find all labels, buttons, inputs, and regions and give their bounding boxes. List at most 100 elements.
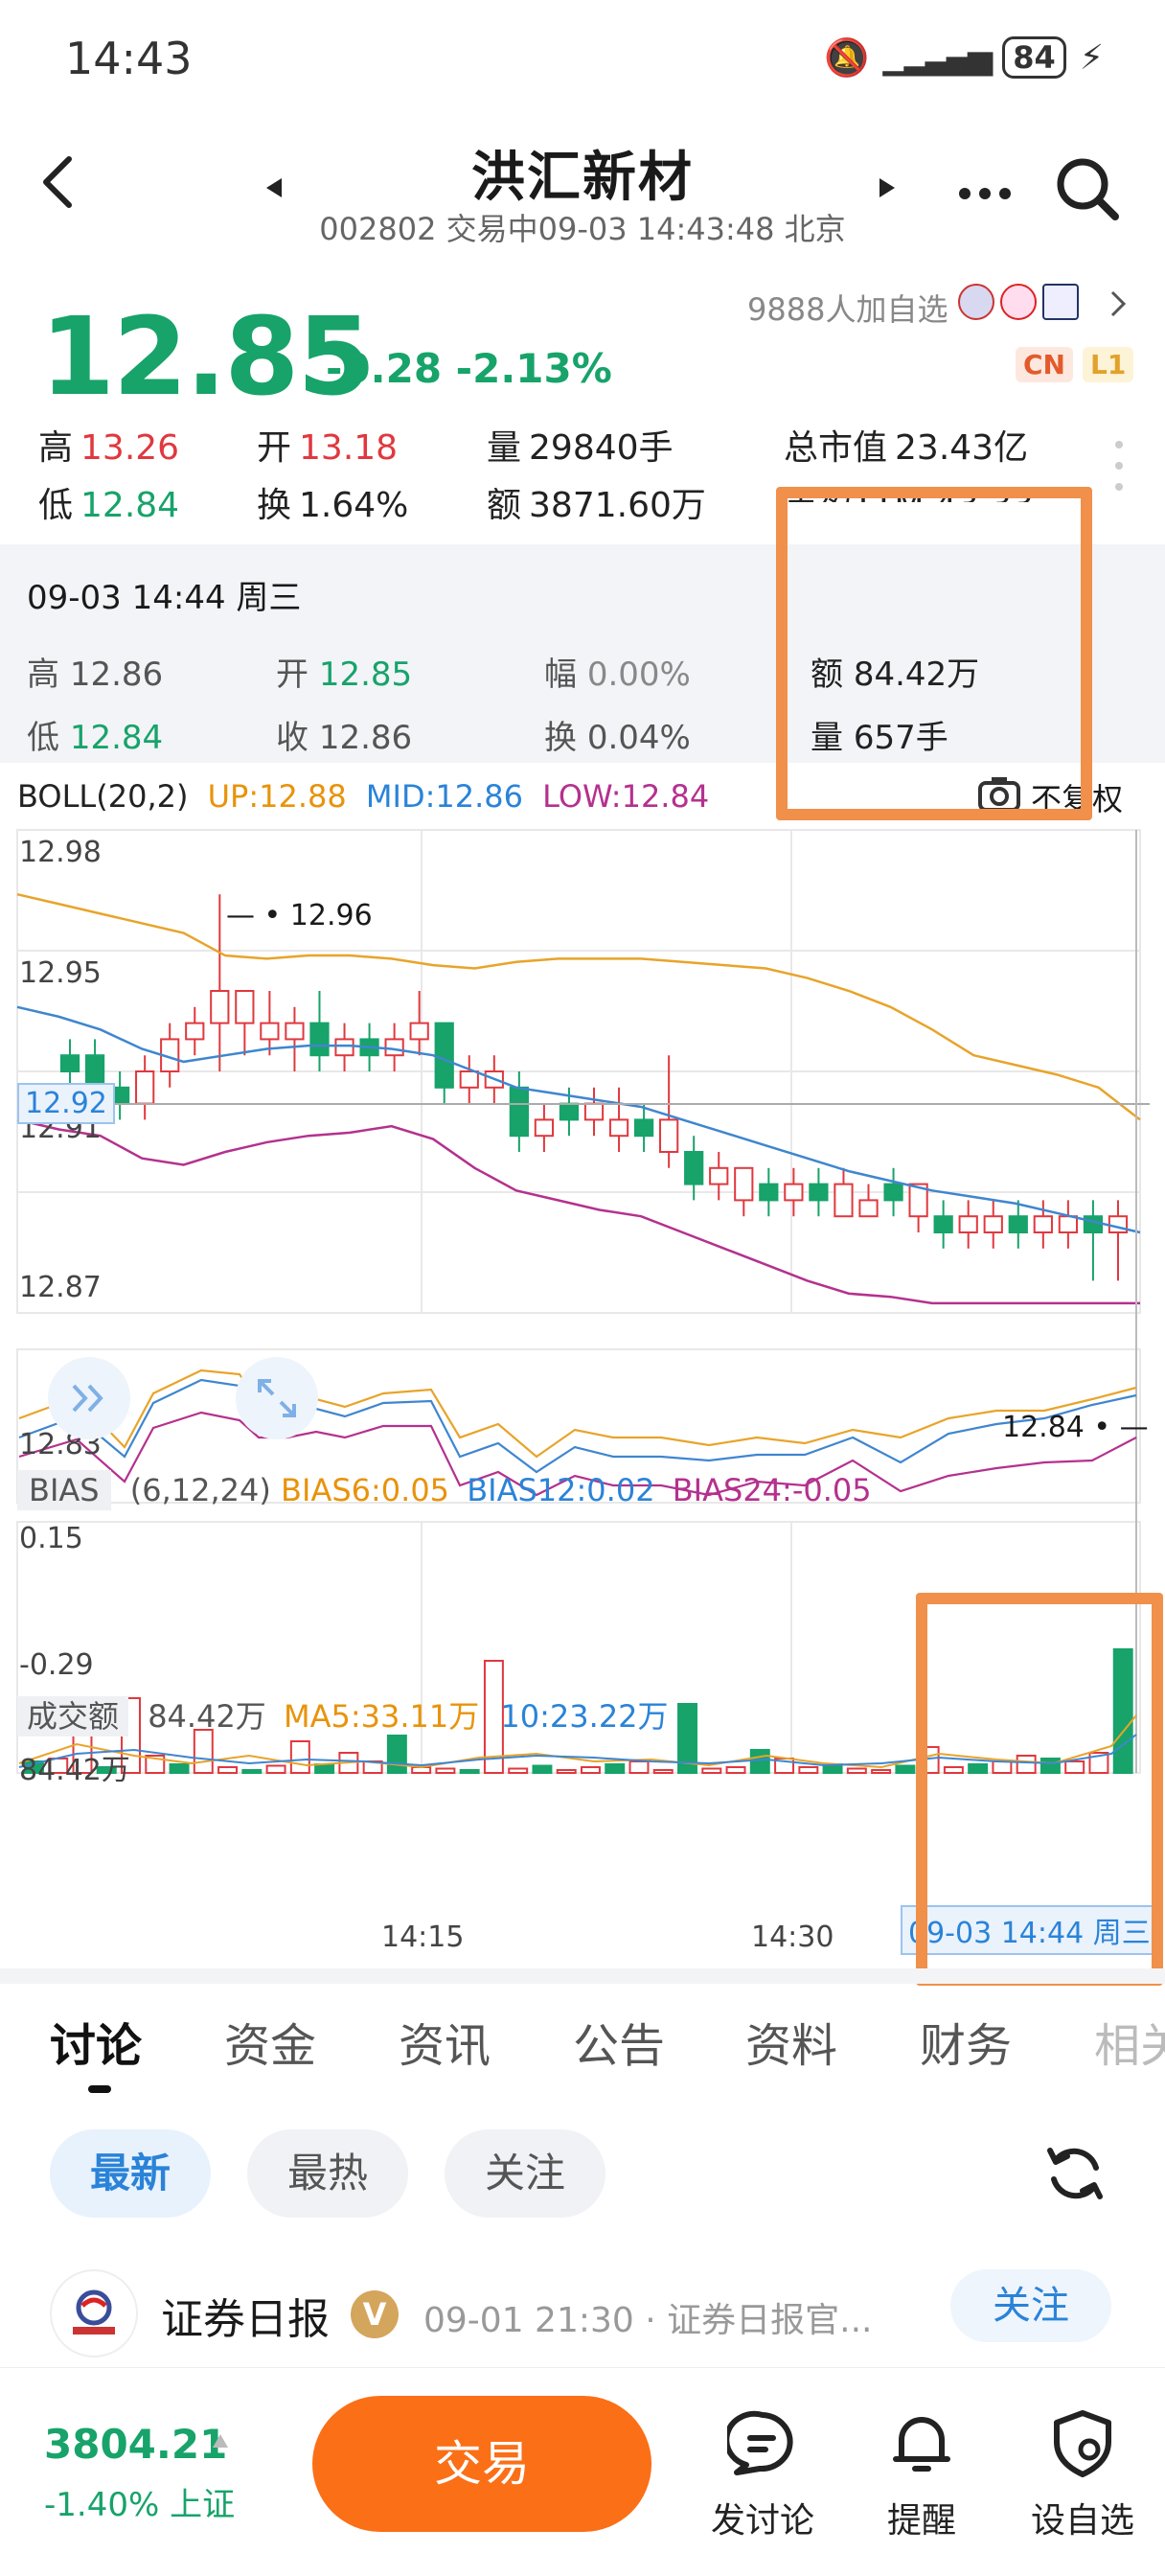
bell-icon	[893, 2417, 950, 2472]
boll-legend: BOLL(20,2) UP:12.88 MID:12.86 LOW:12.84	[17, 778, 710, 815]
shield-gear-icon	[1054, 2410, 1111, 2477]
amount-bar	[605, 1763, 626, 1774]
more-icon[interactable]	[958, 186, 1012, 204]
index-value[interactable]: 3804.21	[44, 2421, 228, 2468]
tab-profile[interactable]: 资料	[745, 2019, 838, 2073]
candle-body	[459, 1070, 479, 1089]
candle-body	[59, 1054, 80, 1072]
refresh-icon[interactable]	[1040, 2139, 1109, 2212]
amount-bar	[314, 1763, 335, 1774]
more-vertical-icon[interactable]	[1113, 439, 1125, 496]
price-axis-label: 12.95	[19, 956, 102, 990]
candle-body	[1108, 1215, 1129, 1234]
amount-bar	[749, 1749, 770, 1774]
prev-stock-icon[interactable]	[264, 176, 284, 203]
amount-bar	[169, 1763, 190, 1774]
highlight-box	[776, 487, 1092, 820]
amount-legend: 成交额 84.42万 MA5:33.11万 10:23.22万	[17, 1692, 669, 1736]
back-icon[interactable]	[38, 153, 77, 215]
tab-announcements[interactable]: 公告	[573, 2019, 666, 2073]
next-stock-icon[interactable]	[878, 176, 897, 203]
chevron-right-icon[interactable]	[1109, 289, 1127, 322]
alert-button[interactable]: 提醒	[864, 2407, 979, 2542]
candle-body	[734, 1166, 754, 1202]
chat-icon	[723, 2410, 793, 2475]
candle-body	[933, 1215, 953, 1234]
candle-body	[709, 1166, 729, 1185]
candle-body	[1008, 1215, 1028, 1234]
detail-low: 低 12.84	[27, 719, 164, 757]
candle-body	[1083, 1215, 1104, 1234]
avatar[interactable]	[50, 2269, 138, 2358]
amount-bar	[846, 1767, 867, 1774]
filter-hot[interactable]: 最热	[247, 2129, 408, 2218]
detail-high: 高 12.86	[27, 656, 164, 694]
filter-latest[interactable]: 最新	[50, 2129, 211, 2218]
filter-following[interactable]: 关注	[445, 2129, 605, 2218]
discuss-button[interactable]: 发讨论	[705, 2407, 820, 2542]
charging-icon: ⚡	[1079, 37, 1104, 78]
candle-body	[434, 1022, 454, 1089]
kline-chart[interactable]	[0, 824, 1165, 1993]
bias-axis-min: -0.29	[19, 1648, 94, 1682]
time-axis-label: 14:30	[751, 1920, 834, 1954]
feed-item[interactable]: 证券日报 V 09-01 21:30 · 证券日报官... 关注	[0, 2262, 1165, 2367]
amount-bar	[1064, 1760, 1085, 1774]
candle-body	[684, 1151, 704, 1185]
amount-bar	[217, 1766, 239, 1774]
candle-body	[309, 1022, 330, 1057]
candle-body	[958, 1215, 978, 1234]
candle-body	[334, 1038, 354, 1057]
followers-count[interactable]: 9888人加自选	[747, 291, 948, 328]
index-arrow-icon	[211, 2432, 230, 2453]
watchlist-label: 设自选	[1030, 2501, 1134, 2541]
candle-body	[384, 1038, 404, 1057]
crosshair-price-label: 12.92	[17, 1083, 115, 1124]
candle-body	[185, 1022, 205, 1041]
logo-icon	[958, 284, 994, 320]
watchlist-button[interactable]: 设自选	[1025, 2407, 1140, 2542]
tab-discussion[interactable]: 讨论	[50, 2019, 143, 2073]
amount-bar	[265, 1764, 286, 1774]
tab-news[interactable]: 资讯	[399, 2019, 491, 2073]
amount-bar	[798, 1766, 819, 1774]
last-price: 12.85	[40, 295, 372, 420]
candle-body	[858, 1199, 879, 1218]
expand-left-button[interactable]	[48, 1357, 130, 1439]
quote-open: 开 13.18	[257, 428, 399, 468]
candle-body	[759, 1183, 779, 1202]
candle-body	[534, 1118, 555, 1138]
candle-detail-panel	[0, 544, 1165, 763]
highlight-box	[916, 1593, 1163, 1986]
amount-bar	[459, 1769, 480, 1774]
fullscreen-button[interactable]	[236, 1357, 318, 1439]
candle-body	[1033, 1215, 1053, 1234]
feed-source[interactable]: 证券日报	[161, 2295, 330, 2344]
tab-finance[interactable]: 财务	[920, 2019, 1013, 2073]
amount-bar	[581, 1766, 601, 1774]
status-bar: 14:43 🔕 ▁▂▃▄▅ 84 ⚡	[0, 0, 1165, 115]
amount-bar	[677, 1703, 697, 1774]
detail-amp: 幅 0.00%	[544, 656, 691, 694]
candle-body	[583, 1102, 605, 1121]
tag-l1: L1	[1082, 347, 1134, 382]
trade-button[interactable]: 交易	[312, 2396, 651, 2532]
detail-turn: 换 0.04%	[544, 719, 691, 757]
follow-button[interactable]: 关注	[950, 2269, 1111, 2342]
candle-body	[633, 1118, 654, 1138]
amount-bar	[701, 1767, 722, 1774]
bias-axis-max: 0.15	[19, 1522, 83, 1555]
quote-mcap: 总市值 23.43亿	[784, 428, 1029, 468]
amount-bar	[556, 1769, 577, 1774]
tab-related[interactable]: 相关	[1094, 2019, 1165, 2073]
tab-funds[interactable]: 资金	[224, 2019, 317, 2073]
candle-body	[834, 1183, 854, 1218]
divider	[0, 1968, 1165, 1984]
verified-icon: V	[351, 2290, 399, 2338]
amount-axis-max: 84.42万	[19, 1754, 130, 1787]
amount-bar	[241, 1769, 263, 1774]
search-icon[interactable]	[1054, 155, 1121, 226]
amount-bar	[1016, 1755, 1037, 1774]
amount-bar	[508, 1767, 529, 1774]
amount-bar	[96, 1766, 117, 1774]
